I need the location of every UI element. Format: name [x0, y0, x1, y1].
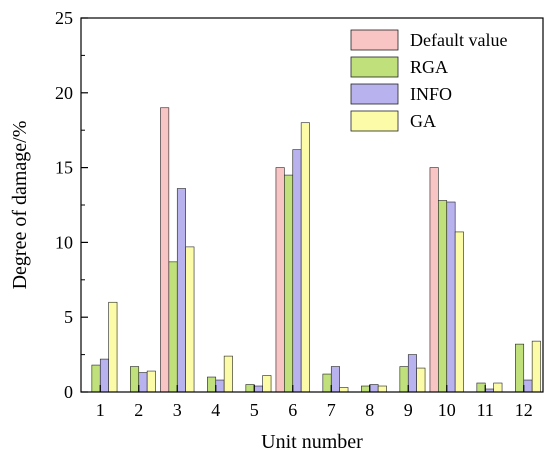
bar-unit-9-series-4	[416, 367, 426, 393]
plot-frame	[80, 17, 544, 393]
bar-unit-4-series-2	[207, 376, 217, 393]
bar-unit-5-series-4	[262, 375, 272, 393]
legend-label-series-2: RGA	[410, 57, 448, 77]
bar-unit-8-series-4	[377, 385, 387, 393]
bar-unit-3-series-2	[168, 261, 178, 393]
bar-unit-7-series-2	[322, 373, 332, 393]
bars-layer	[91, 107, 541, 393]
x-tick-label: 7	[327, 400, 336, 420]
bar-unit-12-series-3	[523, 379, 533, 393]
x-tick-label: 8	[365, 400, 374, 420]
bar-unit-7-series-4	[339, 387, 349, 393]
legend: Default value RGA INFO GA	[350, 29, 507, 132]
bar-unit-3-series-1	[160, 107, 170, 393]
x-tick-label: 9	[404, 400, 413, 420]
bar-unit-3-series-3	[176, 188, 186, 393]
y-tick-label: 10	[55, 232, 73, 252]
x-tick-label: 3	[173, 400, 182, 420]
x-tick-label: 10	[438, 400, 456, 420]
legend-swatch-series-4	[350, 110, 399, 132]
y-tick-label: 5	[64, 307, 73, 327]
x-axis-label: Unit number	[261, 431, 363, 453]
bar-unit-3-series-4	[185, 246, 195, 393]
bar-unit-1-series-3	[99, 358, 109, 393]
legend-swatch-series-3	[350, 83, 399, 105]
legend-label-series-4: GA	[410, 111, 436, 131]
bar-unit-7-series-3	[330, 366, 340, 393]
y-tick-label: 15	[55, 158, 73, 178]
x-tick-label: 5	[250, 400, 259, 420]
bar-unit-4-series-3	[215, 379, 225, 393]
bar-unit-2-series-2	[130, 366, 140, 393]
bar-unit-10-series-3	[446, 201, 456, 393]
x-tick-label: 11	[477, 400, 494, 420]
bar-unit-8-series-2	[361, 385, 371, 393]
bar-unit-6-series-1	[275, 167, 285, 393]
y-axis-label: Degree of damage/%	[9, 121, 31, 290]
legend-label-series-1: Default value	[410, 30, 507, 50]
bar-unit-11-series-4	[493, 382, 503, 393]
x-tick-label: 12	[515, 400, 533, 420]
y-tick-label: 20	[55, 83, 73, 103]
bar-unit-10-series-1	[429, 167, 439, 393]
x-tick-label: 6	[288, 400, 297, 420]
bar-unit-6-series-3	[292, 149, 302, 393]
bar-unit-10-series-4	[454, 231, 464, 393]
legend-swatch-series-1	[350, 29, 399, 51]
bar-unit-12-series-2	[515, 343, 525, 393]
bar-unit-5-series-3	[253, 385, 263, 393]
legend-swatch-series-2	[350, 56, 399, 78]
x-tick-label: 1	[96, 400, 105, 420]
y-tick-label: 25	[55, 8, 73, 28]
legend-label-series-3: INFO	[410, 84, 452, 104]
bar-unit-5-series-2	[245, 384, 255, 393]
x-tick-label: 2	[134, 400, 143, 420]
bar-unit-10-series-2	[438, 200, 448, 393]
bar-unit-1-series-2	[91, 364, 101, 393]
y-tick-label: 0	[64, 382, 73, 402]
bar-unit-6-series-2	[284, 174, 294, 393]
bar-unit-2-series-3	[138, 372, 148, 393]
x-tick-label: 4	[211, 400, 220, 420]
bar-unit-8-series-3	[369, 384, 379, 393]
bar-unit-2-series-4	[146, 370, 156, 393]
bar-unit-9-series-3	[407, 354, 417, 393]
bar-unit-1-series-4	[108, 301, 118, 393]
bar-unit-6-series-4	[300, 122, 310, 393]
bar-unit-4-series-4	[223, 355, 233, 393]
bar-unit-12-series-4	[531, 340, 541, 393]
bar-unit-9-series-2	[399, 366, 409, 393]
bar-unit-11-series-2	[476, 382, 486, 393]
